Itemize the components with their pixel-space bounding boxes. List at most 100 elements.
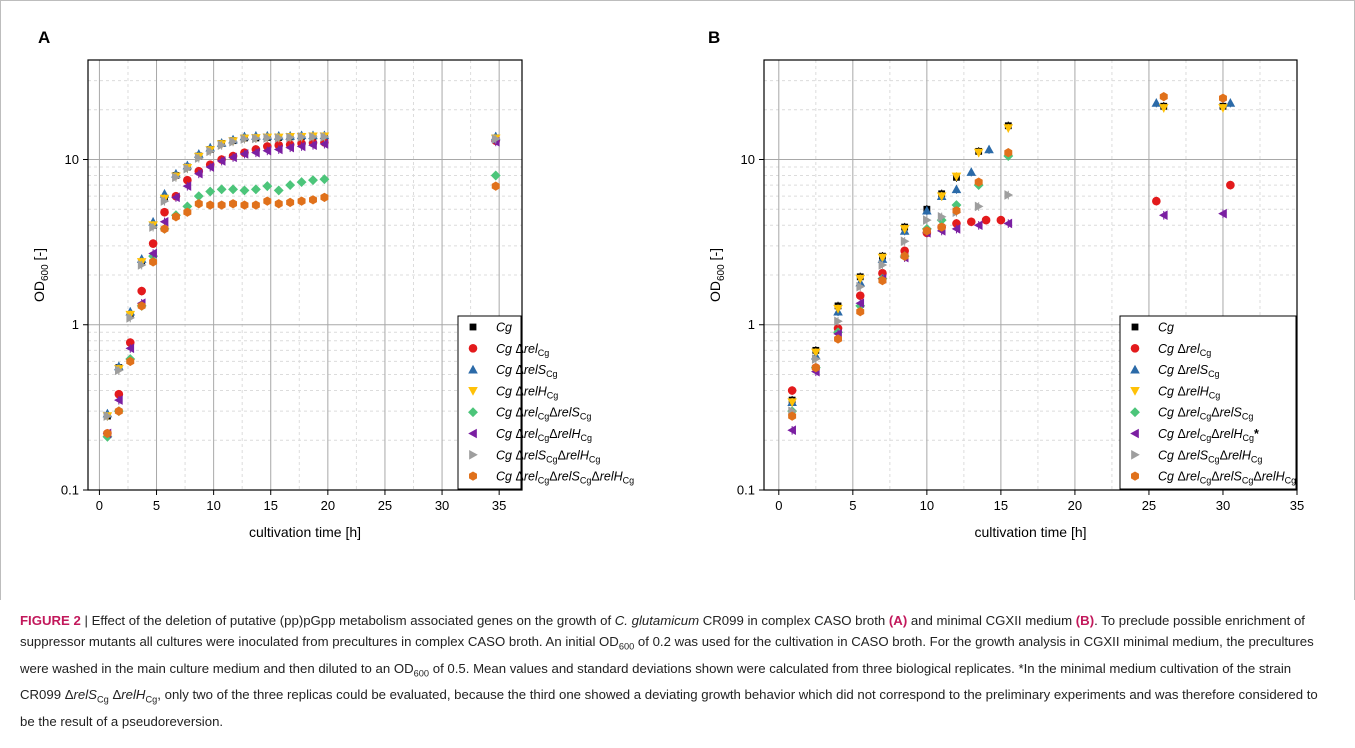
- series-3: [787, 103, 1228, 407]
- caption-od-sub-1: 600: [618, 641, 635, 652]
- x-tick-label: 15: [994, 498, 1008, 513]
- data-point: [1218, 208, 1227, 219]
- x-tick-label: 35: [492, 498, 506, 513]
- data-point: [126, 313, 136, 323]
- caption-ref-b: (B): [1075, 613, 1095, 628]
- data-point: [160, 224, 169, 234]
- data-point: [952, 206, 961, 216]
- data-point: [937, 222, 946, 232]
- data-point: [183, 207, 192, 217]
- data-point: [297, 196, 306, 206]
- data-point: [160, 207, 169, 217]
- data-point: [114, 406, 123, 416]
- legend-box: [457, 315, 522, 490]
- data-point: [172, 172, 181, 183]
- y-tick-label: 1: [72, 317, 79, 332]
- data-point: [205, 162, 215, 172]
- data-point: [973, 148, 984, 158]
- legend-entry: Cg: [496, 321, 512, 335]
- data-point: [297, 132, 307, 142]
- data-point: [319, 139, 329, 149]
- data-point: [1225, 98, 1236, 107]
- data-point: [206, 146, 216, 157]
- data-point: [491, 134, 501, 144]
- y-tick-label: 0.1: [737, 483, 755, 498]
- x-tick-label: 25: [1142, 498, 1156, 513]
- data-point: [856, 281, 866, 292]
- data-point: [833, 304, 843, 314]
- legend-marker: [1130, 387, 1140, 396]
- data-point: [286, 197, 295, 207]
- data-point: [856, 307, 865, 317]
- data-point: [974, 177, 983, 187]
- data-point: [240, 200, 249, 210]
- series-5: [102, 136, 500, 439]
- data-point: [878, 275, 887, 286]
- data-point: [239, 149, 249, 159]
- data-point: [973, 220, 983, 231]
- legend: Cg Cg ΔrelCg​ Cg ΔrelSCg​ Cg ΔrelHCg​ Cg Δre…: [457, 315, 634, 490]
- data-point: [491, 181, 500, 191]
- legend-entry: Cg ΔrelSCg​ΔrelHCg​: [496, 448, 600, 464]
- data-point: [309, 195, 317, 205]
- data-point: [1158, 104, 1169, 113]
- legend-entry: Cg ΔrelCg​ΔrelSCg​: [496, 406, 591, 422]
- data-point: [811, 354, 821, 364]
- x-tick-label: 35: [1290, 498, 1304, 513]
- plot-frame: [763, 59, 1298, 491]
- data-point: [171, 192, 180, 203]
- data-point: [263, 133, 273, 143]
- caption-part-6: of 0.5. Mean values and standard deviati…: [20, 660, 1292, 703]
- legend-marker: [1131, 471, 1139, 481]
- data-point: [296, 141, 306, 152]
- legend-marker: [469, 450, 478, 460]
- series-0: [104, 132, 500, 421]
- data-point: [149, 222, 158, 232]
- data-point: [137, 286, 146, 296]
- data-point: [966, 167, 977, 176]
- caption-gene-1: relS: [73, 687, 97, 703]
- data-point: [183, 163, 193, 174]
- data-point: [1218, 93, 1227, 103]
- legend-entry: Cg ΔrelSCg​: [496, 363, 558, 379]
- panel-label: B: [708, 28, 720, 47]
- data-point: [1159, 92, 1168, 102]
- data-point: [878, 260, 888, 270]
- series-7: [788, 92, 1227, 421]
- x-tick-label: 5: [153, 498, 160, 513]
- data-point: [1152, 196, 1161, 206]
- x-tick-label: 10: [920, 498, 934, 513]
- data-point: [148, 248, 157, 259]
- data-point: [308, 140, 317, 151]
- data-point: [274, 133, 284, 143]
- legend-entry: Cg ΔrelSCg​ΔrelHCg​: [1158, 448, 1262, 464]
- data-point: [922, 226, 931, 236]
- data-point: [899, 225, 910, 234]
- data-point: [217, 200, 226, 210]
- legend-marker: [468, 407, 478, 418]
- legend-entry: Cg ΔrelHCg​: [1158, 384, 1220, 400]
- data-point: [182, 201, 193, 212]
- data-point: [1218, 104, 1228, 113]
- data-point: [951, 224, 961, 234]
- data-point: [787, 398, 797, 407]
- legend-entry: Cg ΔrelCg​ΔrelSCg​: [1158, 406, 1253, 422]
- caption-part-4: . To preclude possible enrichment of sup…: [20, 613, 1305, 649]
- legend-marker: [1130, 407, 1140, 418]
- caption-gene-2: relH: [121, 687, 146, 703]
- data-point: [148, 239, 158, 248]
- data-point: [285, 142, 294, 153]
- data-point: [137, 301, 146, 311]
- data-point: [951, 184, 962, 194]
- data-point: [1004, 148, 1013, 158]
- data-point: [263, 196, 272, 206]
- data-point: [923, 215, 932, 225]
- legend-marker: [1130, 428, 1139, 439]
- legend-entry: Cg ΔrelCg​ΔrelSCg​ΔrelHCg​: [496, 470, 634, 486]
- data-point: [787, 425, 796, 436]
- x-tick-label: 10: [206, 498, 220, 513]
- y-tick-label: 10: [65, 152, 79, 167]
- data-point: [320, 192, 329, 202]
- legend: Cg Cg ΔrelCg​ Cg ΔrelSCg​ Cg ΔrelHCg​ Cg Δre…: [1119, 315, 1297, 490]
